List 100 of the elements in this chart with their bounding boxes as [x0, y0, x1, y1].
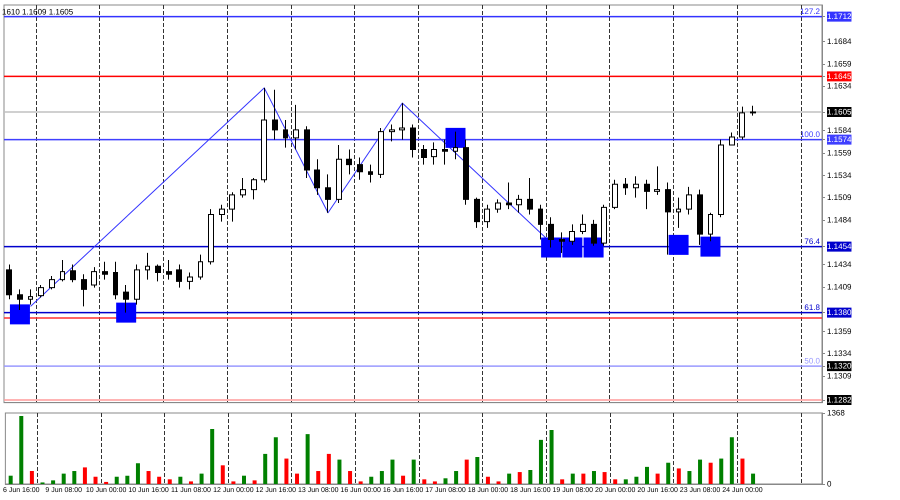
candlestick: [187, 272, 193, 290]
candlestick: [346, 148, 352, 175]
bar: [560, 479, 564, 484]
candlestick: [410, 124, 416, 158]
candlestick: [431, 142, 437, 166]
bar: [730, 437, 734, 484]
candlestick: [474, 197, 480, 228]
bar: [188, 481, 193, 484]
bar: [30, 471, 34, 484]
y-tick-label: 1.1309: [827, 371, 852, 380]
bar: [284, 458, 288, 484]
bar: [518, 472, 522, 484]
candlestick: [6, 264, 12, 300]
candlestick: [421, 144, 427, 166]
bar: [687, 471, 692, 484]
candlestick: [750, 105, 756, 116]
candlestick: [113, 261, 118, 300]
bar: [94, 476, 98, 484]
bar: [538, 440, 543, 484]
bar: [454, 471, 458, 484]
bar: [666, 462, 670, 484]
candlestick: [17, 288, 23, 310]
bar: [178, 476, 182, 484]
bar: [358, 481, 363, 484]
bar: [210, 428, 214, 484]
bar: [136, 463, 140, 484]
candlestick: [336, 144, 342, 204]
y-tick-label: 1.1634: [827, 82, 852, 91]
point: [116, 302, 136, 323]
bar: [645, 466, 650, 484]
bar: [168, 479, 172, 484]
candlestick: [314, 158, 320, 196]
candlestick: [729, 132, 735, 146]
bar: [401, 476, 406, 484]
bar: [676, 468, 681, 484]
y-tick-label: 1.1409: [827, 282, 852, 292]
y-tick-label: 0: [827, 480, 832, 488]
candlestick: [506, 182, 512, 210]
candlestick: [612, 179, 618, 210]
bar: [62, 474, 66, 484]
candlestick: [91, 266, 97, 288]
candlestick: [229, 192, 235, 222]
bar: [82, 467, 87, 484]
candlestick: [516, 194, 522, 214]
annotation: 76.4: [804, 237, 821, 246]
bar: [157, 476, 162, 484]
bar: [708, 462, 713, 484]
bar: [496, 481, 501, 484]
bar: [444, 478, 448, 484]
candlestick: [261, 87, 267, 183]
y-tick-label: 1.1334: [827, 349, 852, 358]
candlestick: [708, 212, 713, 242]
bar: [740, 458, 744, 484]
bar: [252, 480, 257, 484]
candlestick: [697, 189, 703, 246]
candlestick: [102, 261, 108, 280]
y-tick-label: 1.1359: [827, 326, 852, 336]
bar: [263, 454, 268, 484]
bar: [624, 479, 628, 484]
bar: [19, 416, 24, 484]
bar: [295, 474, 300, 484]
y-tick-label: 1.1559: [827, 148, 852, 158]
y-tick-label: 1368: [827, 408, 846, 418]
y-tick-label: 1.1574: [827, 135, 852, 144]
point: [668, 234, 689, 255]
bar: [242, 476, 246, 484]
bar: [200, 474, 204, 484]
bar: [432, 481, 437, 484]
candlestick: [686, 186, 692, 216]
annotation: 100.0: [800, 130, 821, 140]
point: [700, 236, 720, 257]
y-tick-label: 1.1454: [827, 242, 852, 252]
bar: [486, 476, 490, 484]
bar: [464, 460, 469, 484]
candlestick: [399, 102, 405, 140]
candlestick: [166, 260, 172, 280]
bar: [348, 471, 352, 484]
candlestick: [633, 176, 639, 198]
bar: [475, 457, 480, 484]
point: [10, 304, 30, 324]
candlestick: [60, 260, 65, 282]
candlestick: [28, 288, 33, 306]
bar: [51, 480, 56, 484]
bar: [592, 471, 596, 484]
bar: [220, 465, 225, 484]
candlestick: [601, 204, 607, 246]
candlestick: [304, 126, 310, 178]
annotation: 61.8: [804, 303, 821, 312]
candlestick: [357, 156, 363, 180]
candlestick: [580, 214, 586, 235]
candlestick: [325, 174, 331, 214]
candlestick: [739, 106, 745, 140]
candlestick: [569, 224, 575, 246]
candlestick: [718, 139, 724, 218]
y-tick-label: 1.1684: [827, 37, 852, 46]
bar: [698, 460, 702, 484]
candlestick: [38, 284, 44, 298]
candlestick: [665, 182, 671, 256]
candlestick: [484, 204, 490, 228]
bar: [412, 460, 416, 484]
